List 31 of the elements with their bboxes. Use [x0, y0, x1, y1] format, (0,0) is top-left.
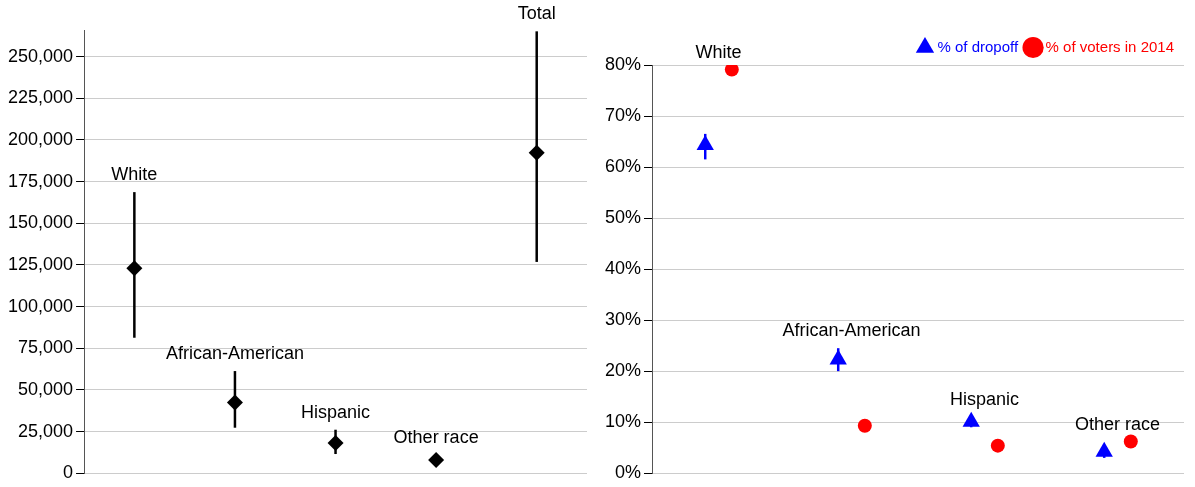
legend-label: % of dropoff	[937, 37, 1019, 55]
y-tick-label: 10%	[605, 411, 642, 432]
x-tick-label: Hispanic	[949, 389, 1020, 410]
y-tick-label: 125,000	[7, 253, 74, 274]
y-tick-label: 50%	[605, 207, 642, 228]
y-tick-label: 200,000	[7, 128, 74, 149]
y-tick-label: 50,000	[18, 378, 74, 399]
y-tick-label: 30%	[605, 309, 642, 330]
y-tick-label: 175,000	[7, 170, 74, 191]
y-tick-label: 225,000	[7, 87, 74, 108]
x-tick-label: African-American	[782, 320, 921, 341]
y-tick-label: 250,000	[7, 45, 74, 66]
x-tick-label: Total	[517, 3, 556, 24]
legend-label: % of voters in 2014	[1045, 37, 1175, 55]
y-tick-label: 150,000	[7, 212, 74, 233]
x-tick-label: Hispanic	[301, 401, 371, 422]
x-tick-label: White	[695, 41, 742, 62]
y-tick-label: 70%	[605, 104, 642, 125]
x-tick-label: Other race	[1074, 413, 1161, 434]
y-tick-label: 60%	[605, 156, 642, 177]
y-tick-label: 75,000	[18, 337, 74, 358]
y-tick-label: 40%	[605, 258, 642, 279]
y-tick-label: 25,000	[18, 420, 74, 441]
x-tick-label: White	[111, 164, 158, 185]
y-tick-label: 0	[63, 462, 74, 483]
y-tick-label: 0%	[615, 462, 642, 483]
y-tick-label: 80%	[605, 53, 642, 74]
x-tick-label: African-American	[165, 343, 304, 364]
x-tick-label: Other race	[393, 426, 479, 447]
y-tick-label: 100,000	[7, 295, 74, 316]
y-tick-label: 20%	[605, 360, 642, 381]
